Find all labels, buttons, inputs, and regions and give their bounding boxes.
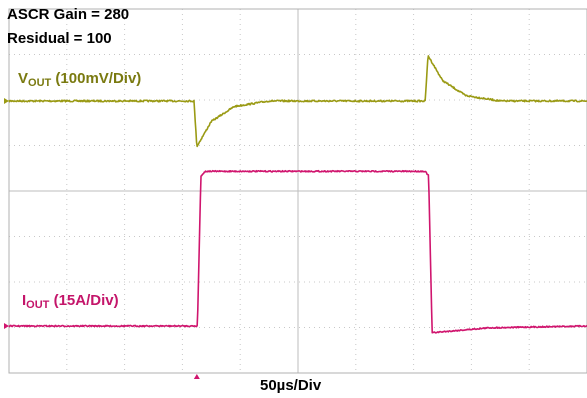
vout-trace-ground-marker: [4, 98, 9, 104]
iout-subscript: OUT: [26, 299, 50, 311]
vout-name: V: [18, 70, 29, 87]
iout-name: I: [22, 292, 27, 309]
iout-scale: (15A/Div): [49, 292, 119, 309]
residual-label: Residual = 100: [7, 30, 112, 47]
gain-label: ASCR Gain = 280: [7, 6, 130, 23]
iout-trace-ground-marker: [4, 323, 9, 329]
vout-scale: (100mV/Div): [51, 70, 142, 87]
iout-trace: [8, 169, 587, 334]
timebase-label: 50µs/Div: [260, 377, 322, 394]
vout-trace: [8, 55, 587, 148]
vout-channel-label: VOUT (100mV/Div): [18, 70, 141, 89]
iout-channel-label: IOUT (15A/Div): [22, 292, 119, 311]
trigger-marker: [193, 374, 200, 379]
scope-frame: [8, 8, 587, 374]
vout-subscript: OUT: [28, 77, 52, 89]
